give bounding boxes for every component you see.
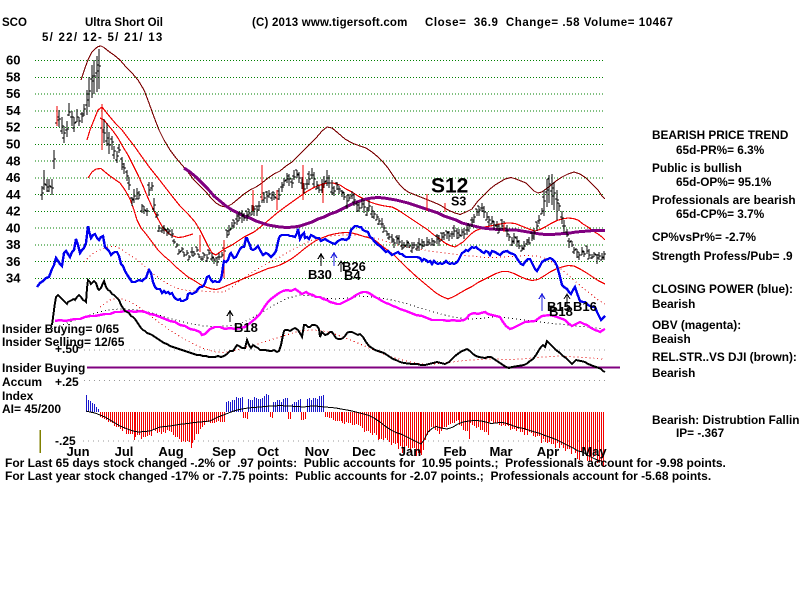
svg-text:B18: B18 (549, 304, 573, 319)
svg-text:B4: B4 (344, 268, 361, 283)
svg-text:65d-CP%= 3.7%: 65d-CP%= 3.7% (676, 207, 765, 221)
svg-text:Beaish: Beaish (652, 332, 691, 346)
svg-text:48: 48 (6, 153, 20, 168)
svg-text:42: 42 (6, 204, 20, 219)
svg-text:56: 56 (6, 86, 20, 101)
svg-text:65d-PR%= 6.3%: 65d-PR%= 6.3% (676, 143, 765, 157)
svg-text:OBV (magenta):: OBV (magenta): (652, 318, 741, 332)
svg-text:Jul: Jul (115, 444, 134, 459)
svg-text:B30: B30 (308, 267, 332, 282)
svg-text:SCO: SCO (2, 17, 27, 29)
svg-text:CP%vsPr%= -2.7%: CP%vsPr%= -2.7% (652, 230, 756, 244)
svg-text:B18: B18 (234, 320, 258, 335)
svg-text:Accum: Accum (2, 375, 42, 389)
svg-text:S12: S12 (431, 175, 468, 198)
svg-text:May: May (581, 444, 607, 459)
svg-text:Professionals are bearish: Professionals are bearish (652, 193, 796, 207)
svg-text:Bearish: Bearish (652, 297, 695, 311)
svg-text:5/ 22/ 12- 5/ 21/ 13: 5/ 22/ 12- 5/ 21/ 13 (42, 32, 164, 44)
svg-text:36: 36 (6, 254, 20, 269)
svg-text:44: 44 (6, 187, 21, 202)
svg-text:Mar: Mar (489, 444, 512, 459)
svg-text:Insider Buying: Insider Buying (2, 361, 85, 375)
svg-text:+.50: +.50 (55, 342, 79, 356)
svg-text:AI= 45/200: AI= 45/200 (2, 402, 61, 416)
svg-text:58: 58 (6, 69, 20, 84)
svg-text:BEARISH PRICE TREND: BEARISH PRICE TREND (652, 128, 789, 142)
svg-text:CLOSING POWER (blue):: CLOSING POWER (blue): (652, 282, 793, 296)
svg-text:(C) 2013 www.tigersoft.com: (C) 2013 www.tigersoft.com (252, 17, 408, 29)
svg-text:Ultra Short Oil: Ultra Short Oil (85, 17, 163, 29)
svg-text:Feb: Feb (443, 444, 466, 459)
svg-text:Aug: Aug (158, 444, 183, 459)
svg-text:54: 54 (6, 103, 21, 118)
svg-text:50: 50 (6, 137, 20, 152)
svg-text:B15: B15 (547, 299, 571, 314)
svg-text:-.25: -.25 (55, 434, 76, 448)
svg-text:Insider Buying= 0/65: Insider Buying= 0/65 (2, 322, 119, 336)
svg-text:Bearish: Bearish (652, 366, 695, 380)
svg-text:B16: B16 (573, 299, 597, 314)
svg-text:40: 40 (6, 220, 20, 235)
svg-text:Jan: Jan (399, 444, 421, 459)
svg-text:Insider Selling= 12/65: Insider Selling= 12/65 (2, 335, 125, 349)
svg-text:46: 46 (6, 170, 20, 185)
svg-text:Public is bullish: Public is bullish (652, 161, 742, 175)
svg-text:Apr: Apr (537, 444, 559, 459)
svg-text:IP= -.367: IP= -.367 (676, 426, 725, 440)
svg-text:65d-OP%= 95.1%: 65d-OP%= 95.1% (676, 175, 772, 189)
svg-text:Nov: Nov (305, 444, 330, 459)
svg-text:+.25: +.25 (55, 375, 79, 389)
svg-text:Index: Index (2, 389, 34, 403)
svg-text:Close= 36.9 Change= .58 Volu: Close= 36.9 Change= .58 Volume= 10467 (425, 17, 673, 29)
svg-text:38: 38 (6, 237, 20, 252)
svg-text:Sep: Sep (212, 444, 236, 459)
svg-text:Bearish: Distrubtion Falling: Bearish: Distrubtion Falling (652, 413, 800, 427)
svg-text:For Last 65 days stock changed: For Last 65 days stock changed -.2% or .… (5, 456, 726, 470)
svg-text:Strength Profess/Pub= .9: Strength Profess/Pub= .9 (652, 249, 793, 263)
svg-text:B26: B26 (342, 259, 366, 274)
svg-text:Dec: Dec (352, 444, 376, 459)
svg-text:34: 34 (6, 271, 21, 286)
svg-text:52: 52 (6, 120, 20, 135)
svg-text:Jun: Jun (66, 444, 89, 459)
svg-text:REL.STR..VS DJI (brown):: REL.STR..VS DJI (brown): (652, 350, 797, 364)
svg-text:S3: S3 (451, 195, 466, 209)
svg-text:For Last year stock changed -1: For Last year stock changed -17% or -7.7… (5, 469, 711, 483)
svg-text:Oct: Oct (257, 444, 279, 459)
svg-text:60: 60 (6, 53, 20, 68)
